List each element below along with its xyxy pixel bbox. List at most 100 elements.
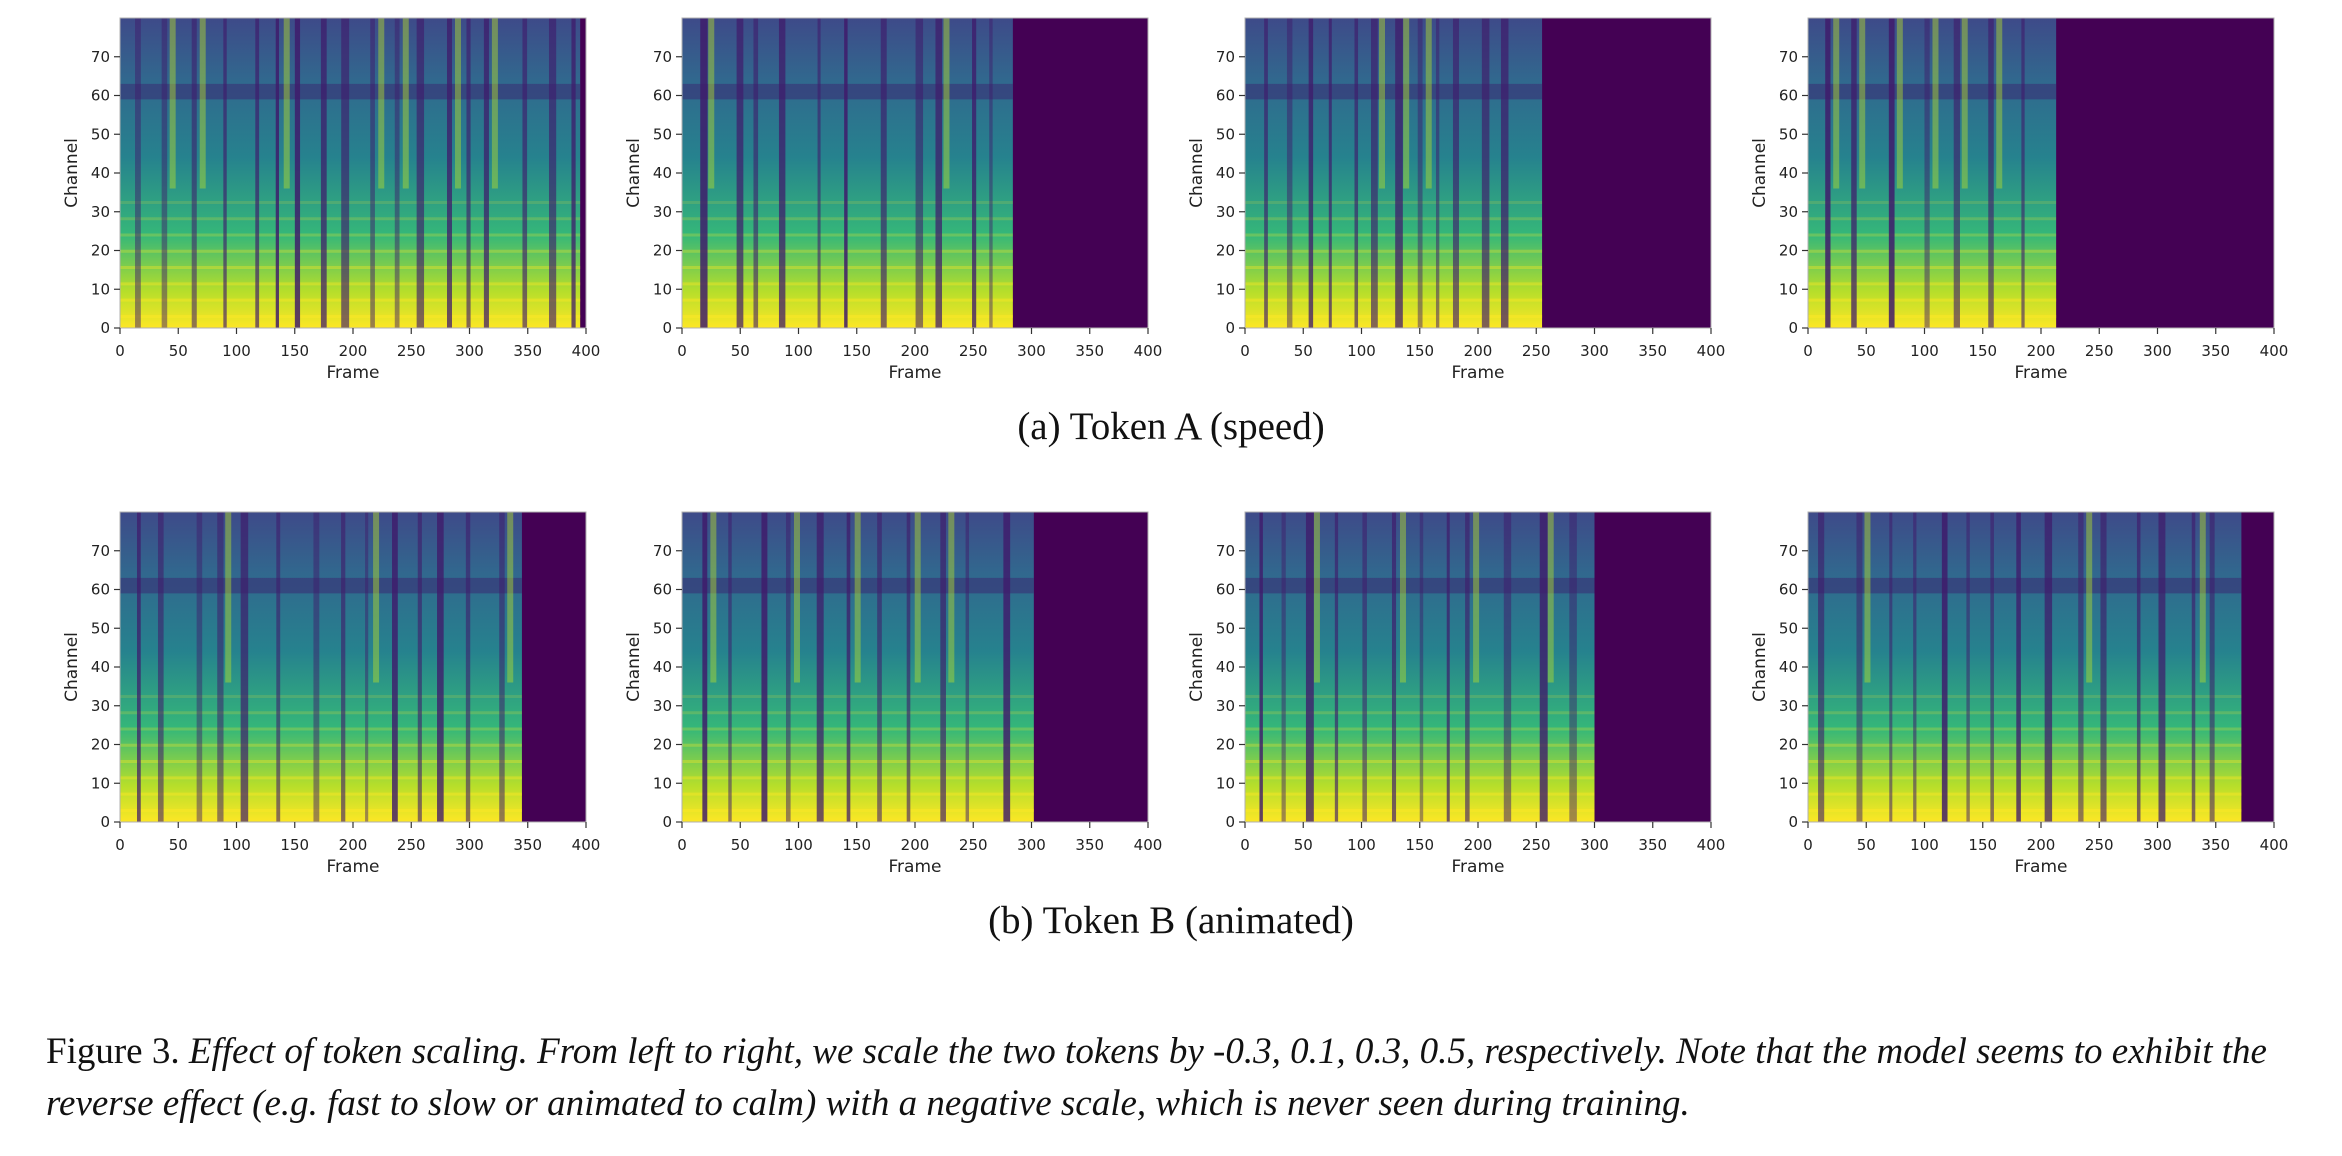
speech-region xyxy=(1245,512,1595,822)
segment-boundary xyxy=(1503,512,1512,822)
segment-boundary xyxy=(915,18,924,328)
x-tick-label: 400 xyxy=(1134,342,1163,360)
segment-boundary xyxy=(255,18,260,328)
x-tick-label: 100 xyxy=(1910,836,1939,854)
y-tick-label: 20 xyxy=(653,736,672,754)
x-tick-label: 200 xyxy=(901,836,930,854)
x-tick-label: 50 xyxy=(169,342,188,360)
fricative-burst xyxy=(948,512,955,683)
segment-boundary xyxy=(446,18,453,328)
y-tick-label: 50 xyxy=(91,619,110,637)
formant-gap xyxy=(120,577,522,594)
y-tick-label: 10 xyxy=(1779,774,1798,792)
segment-boundary xyxy=(1825,18,1831,328)
segment-boundary xyxy=(2078,512,2084,822)
y-tick-label: 0 xyxy=(100,319,110,337)
fricative-burst xyxy=(1425,18,1432,189)
x-tick-label: 0 xyxy=(1240,836,1250,854)
y-axis-label: Channel xyxy=(624,138,644,208)
x-tick-label: 350 xyxy=(2201,836,2230,854)
y-tick-label: 30 xyxy=(91,697,110,715)
segment-boundary xyxy=(1988,18,1994,328)
x-tick-label: 200 xyxy=(339,342,368,360)
x-tick-label: 200 xyxy=(339,836,368,854)
y-tick-label: 0 xyxy=(1225,813,1235,831)
x-tick-label: 300 xyxy=(1017,342,1046,360)
y-tick-label: 10 xyxy=(1216,280,1235,298)
segment-boundary xyxy=(1452,18,1459,328)
segment-boundary xyxy=(2044,512,2053,822)
y-tick-label: 30 xyxy=(653,203,672,221)
segment-boundary xyxy=(816,512,824,822)
y-tick-label: 50 xyxy=(1779,125,1798,143)
x-axis-label: Frame xyxy=(2015,363,2068,383)
fricative-burst xyxy=(1996,18,2003,189)
fricative-burst xyxy=(1859,18,1866,189)
spectrogram-panel: 0 50 100 150 200 250 300 350 400 0 10 20 30 40 50 60 70 F… xyxy=(624,17,1163,383)
fricative-burst xyxy=(710,512,717,683)
y-tick-label: 50 xyxy=(1216,619,1235,637)
x-tick-label: 250 xyxy=(2085,342,2114,360)
fricative-burst xyxy=(169,18,176,189)
segment-boundary xyxy=(1889,512,1893,822)
segment-boundary xyxy=(1856,512,1863,822)
y-tick-label: 60 xyxy=(653,581,672,599)
segment-boundary xyxy=(1264,18,1268,328)
x-tick-label: 300 xyxy=(1580,836,1609,854)
x-tick-label: 0 xyxy=(677,836,687,854)
segment-boundary xyxy=(548,18,557,328)
fricative-burst xyxy=(1833,18,1840,189)
spectrogram-panel: 0 50 100 150 200 250 300 350 400 0 10 20 30 40 50 60 70 F… xyxy=(1187,17,1726,383)
fricative-burst xyxy=(507,512,514,683)
x-tick-label: 100 xyxy=(1347,836,1376,854)
fricative-burst xyxy=(2199,512,2206,683)
fricative-burst xyxy=(708,18,715,189)
x-tick-label: 100 xyxy=(784,836,813,854)
segment-boundary xyxy=(736,18,744,328)
y-tick-label: 10 xyxy=(91,280,110,298)
y-tick-label: 20 xyxy=(91,736,110,754)
segment-boundary xyxy=(313,512,320,822)
segment-boundary xyxy=(1818,512,1825,822)
formant-gap xyxy=(1245,83,1543,100)
segment-boundary xyxy=(753,18,759,328)
x-tick-label: 150 xyxy=(1405,342,1434,360)
x-tick-label: 400 xyxy=(572,836,601,854)
y-tick-label: 10 xyxy=(653,280,672,298)
y-tick-label: 20 xyxy=(1216,736,1235,754)
x-tick-label: 300 xyxy=(1017,836,1046,854)
segment-boundary xyxy=(240,512,249,822)
fricative-burst xyxy=(491,18,498,189)
x-tick-label: 250 xyxy=(1522,342,1551,360)
y-axis-label: Channel xyxy=(624,632,644,702)
segment-boundary xyxy=(1851,18,1857,328)
segment-boundary xyxy=(1465,512,1470,822)
x-tick-label: 350 xyxy=(1075,342,1104,360)
segment-boundary xyxy=(276,512,281,822)
segment-boundary xyxy=(217,512,224,822)
x-tick-label: 0 xyxy=(115,836,125,854)
segment-boundary xyxy=(1003,512,1011,822)
x-tick-label: 300 xyxy=(2143,342,2172,360)
x-tick-label: 150 xyxy=(1968,342,1997,360)
speech-region xyxy=(1808,18,2057,328)
x-tick-label: 50 xyxy=(1294,342,1313,360)
x-axis-label: Frame xyxy=(327,857,380,877)
segment-boundary xyxy=(1286,18,1293,328)
x-tick-label: 250 xyxy=(397,836,426,854)
fricative-burst xyxy=(854,512,861,683)
segment-boundary xyxy=(1362,512,1367,822)
segment-boundary xyxy=(1354,18,1359,328)
x-tick-label: 400 xyxy=(1697,342,1726,360)
segment-boundary xyxy=(1391,512,1397,822)
y-tick-label: 70 xyxy=(91,48,110,66)
x-tick-label: 200 xyxy=(2027,342,2056,360)
y-tick-label: 50 xyxy=(653,125,672,143)
fricative-burst xyxy=(914,512,921,683)
segment-boundary xyxy=(1259,512,1263,822)
segment-boundary xyxy=(417,512,422,822)
x-tick-label: 200 xyxy=(2027,836,2056,854)
segment-boundary xyxy=(365,512,369,822)
x-tick-label: 0 xyxy=(1240,342,1250,360)
y-tick-label: 40 xyxy=(1779,658,1798,676)
